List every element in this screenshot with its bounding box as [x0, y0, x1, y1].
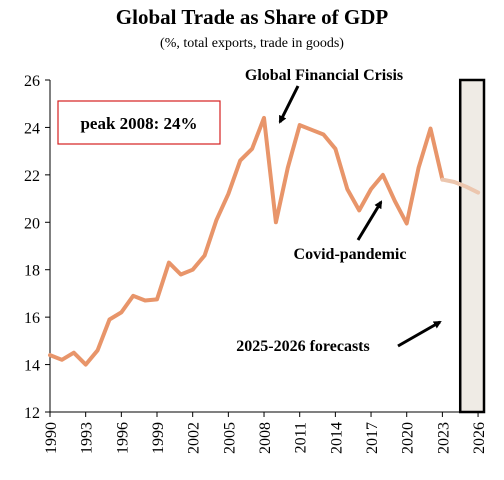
x-tick-label: 1990	[43, 422, 60, 454]
x-tick-label: 2020	[400, 422, 417, 454]
arrow-global-financial-crisis	[278, 85, 300, 124]
x-tick-label: 2005	[221, 422, 238, 454]
y-ticks: 12 14 16 18 20 22 24 26	[24, 73, 50, 422]
y-tick-label: 20	[24, 215, 40, 232]
x-tick-label: 2002	[186, 422, 203, 454]
x-tick-label: 2011	[293, 422, 310, 453]
x-tick-label: 1999	[150, 422, 167, 454]
annotation-global-financial-crisis: Global Financial Crisis	[245, 67, 403, 84]
peak-label-box: peak 2008: 24%	[57, 100, 221, 145]
y-tick-label: 16	[24, 310, 40, 327]
x-tick-label: 2008	[257, 422, 274, 454]
peak-label-frame	[57, 100, 221, 145]
plot-area: 12 14 16 18 20 22 24 26 1990 1993 1996 1999 2002 200…	[24, 73, 488, 454]
y-tick-label: 18	[24, 263, 40, 280]
forecast-band	[458, 78, 486, 414]
x-ticks: 1990 1993 1996 1999 2002 2005 2008 2011 2014 2017…	[43, 412, 488, 454]
y-tick-label: 26	[24, 73, 40, 90]
y-tick-label: 14	[24, 358, 40, 375]
annotation-forecasts: 2025-2026 forecasts	[236, 338, 369, 355]
annotation-covid-pandemic: Covid-pandemic	[294, 246, 407, 263]
arrow-covid-pandemic	[356, 200, 383, 241]
x-tick-label: 2023	[435, 422, 452, 454]
series-line-forecast	[440, 177, 481, 195]
chart-title: Global Trade as Share of GDP	[116, 5, 389, 29]
x-tick-label: 1996	[114, 422, 131, 454]
chart-subtitle: (%, total exports, trade in goods)	[160, 36, 344, 51]
x-tick-label: 2017	[364, 422, 381, 454]
y-tick-label: 12	[24, 405, 40, 422]
x-tick-label: 2014	[328, 422, 345, 454]
x-tick-label: 2026	[471, 422, 488, 454]
x-tick-label: 1993	[79, 422, 96, 454]
arrow-forecasts	[397, 320, 442, 348]
series-line-historical	[48, 115, 445, 367]
peak-label: peak 2008: 24%	[80, 114, 197, 133]
y-tick-label: 24	[24, 120, 40, 137]
y-tick-label: 22	[24, 168, 40, 185]
